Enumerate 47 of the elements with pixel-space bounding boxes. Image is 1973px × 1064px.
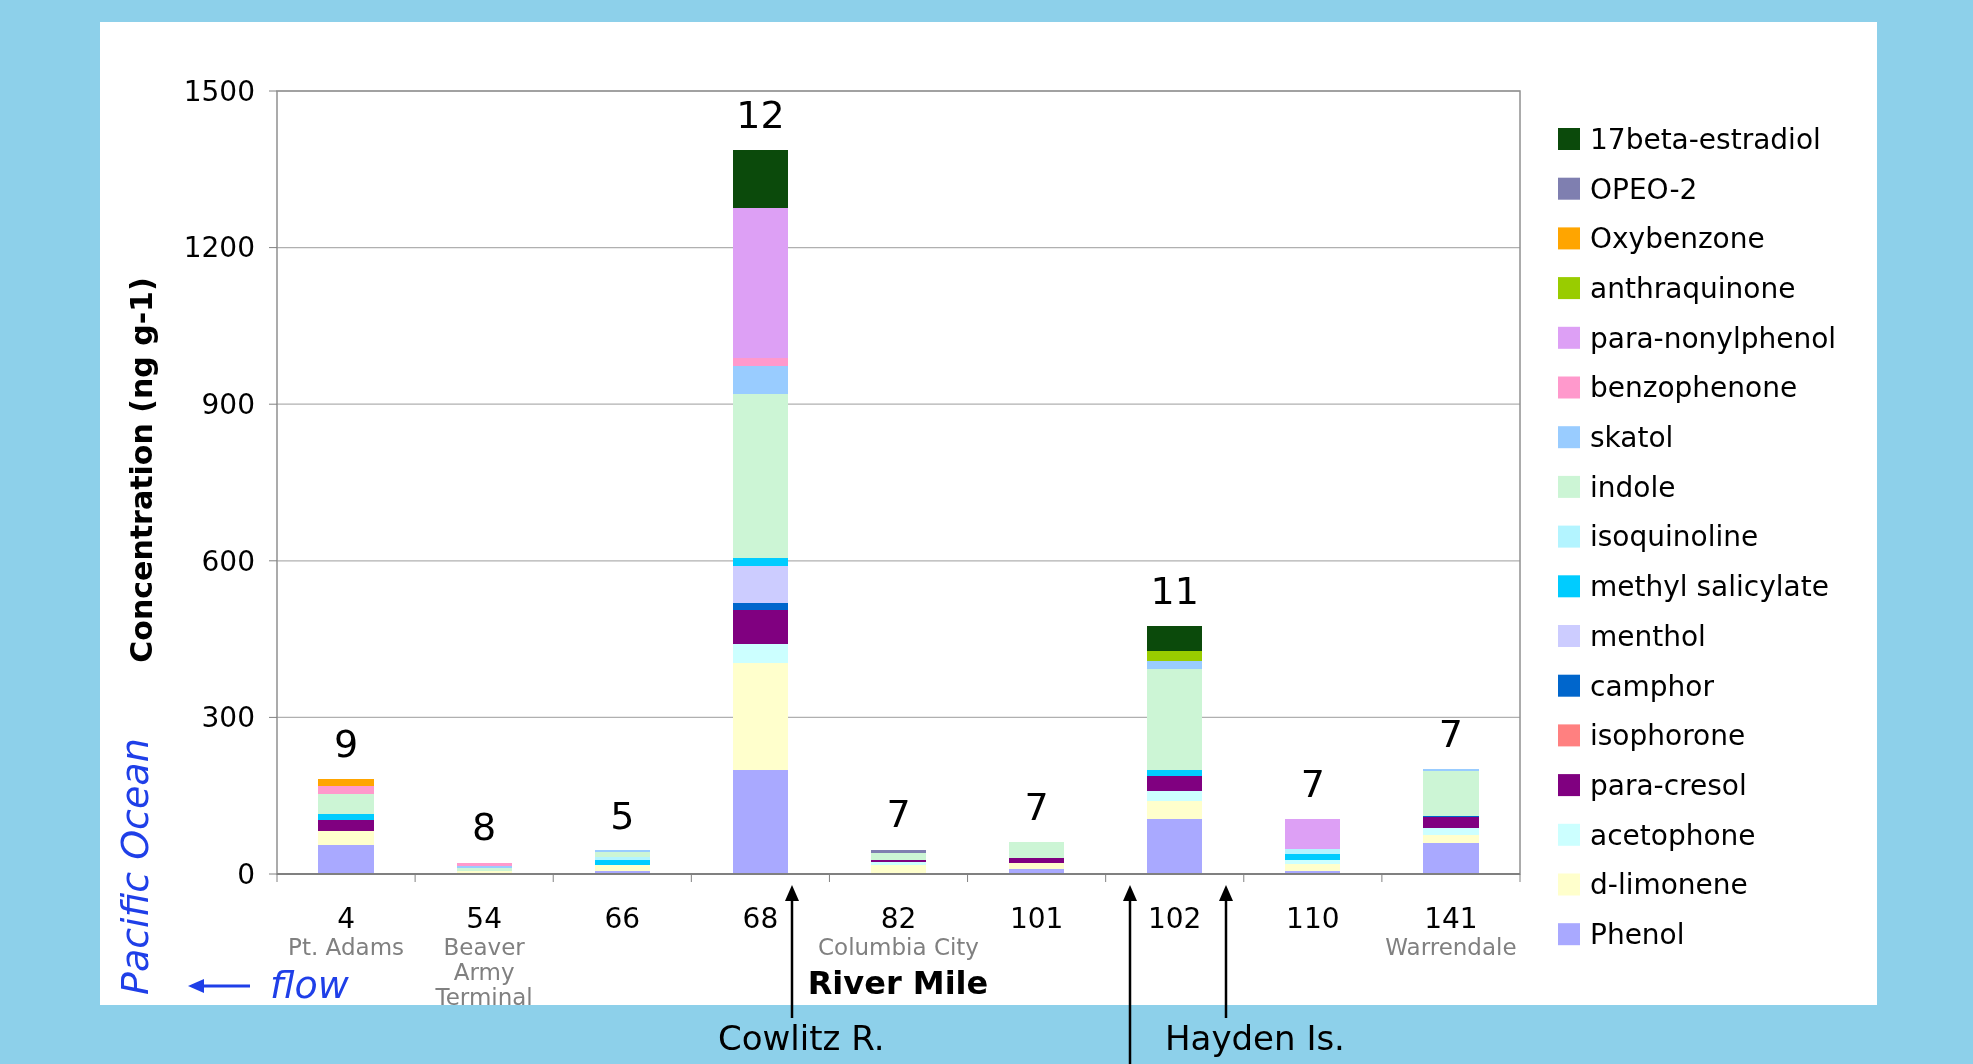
- legend-label: OPEO-2: [1590, 172, 1698, 206]
- legend-label: anthraquinone: [1590, 271, 1796, 305]
- legend-label: para-nonylphenol: [1590, 321, 1837, 355]
- legend-label: skatol: [1590, 421, 1674, 454]
- y-tick-label: 900: [201, 388, 255, 421]
- x-tick-label: 110: [1286, 902, 1340, 935]
- y-tick-label: 1200: [183, 231, 255, 265]
- text: Pacific Ocean: [113, 738, 157, 995]
- annotation: 9: [333, 722, 359, 766]
- legend-label: Oxybenzone: [1590, 222, 1765, 256]
- legend-label: d-limonene: [1590, 868, 1748, 902]
- text: Hayden Is.: [1165, 1018, 1345, 1058]
- annotation: 11: [1150, 568, 1199, 613]
- x-tick-label: 68: [742, 902, 779, 935]
- annotation: 7: [1300, 761, 1325, 806]
- legend-label: methyl salicylate: [1590, 570, 1829, 604]
- legend-label: indole: [1590, 470, 1676, 504]
- legend-label: benzophenone: [1590, 371, 1798, 405]
- legend-label: camphor: [1590, 669, 1715, 703]
- annotation: 12: [736, 92, 785, 137]
- text: Cowlitz R.: [718, 1018, 885, 1058]
- annotation: 8: [472, 804, 497, 849]
- y-tick-label: 1500: [183, 74, 255, 108]
- legend-label: acetophone: [1590, 818, 1756, 852]
- y-tick-label: 300: [201, 701, 255, 735]
- x-tick-label: 101: [1009, 902, 1064, 935]
- annotation: 7: [1024, 784, 1049, 829]
- legend-label: menthol: [1590, 619, 1706, 653]
- x-tick-label: 141 Warrendale: [1385, 902, 1517, 960]
- x-tick-label: 54 Beaver Army Terminal: [434, 902, 533, 1010]
- y-tick-label: 0: [237, 857, 255, 891]
- text: flow: [270, 963, 350, 1007]
- x-tick-label: 66: [604, 902, 641, 935]
- y-tick-label: 600: [201, 544, 255, 578]
- legend-label: isophorone: [1590, 719, 1746, 753]
- legend-label: Phenol: [1590, 918, 1685, 951]
- annotation: 5: [610, 793, 635, 838]
- legend-label: 17beta-estradiol: [1590, 122, 1821, 156]
- legend-label: para-cresol: [1590, 768, 1747, 802]
- x-axis-title: River Mile: [807, 964, 989, 1002]
- legend-label: isoquinoline: [1590, 520, 1759, 554]
- y-axis-title: Concentration (ng g-1): [124, 277, 159, 663]
- annotation: 7: [886, 791, 911, 836]
- x-tick-label: 4 Pt. Adams: [288, 902, 405, 960]
- x-tick-label: 102: [1148, 902, 1202, 935]
- annotation: 7: [1438, 712, 1464, 757]
- x-tick-label: 82 Columbia City: [818, 902, 979, 960]
